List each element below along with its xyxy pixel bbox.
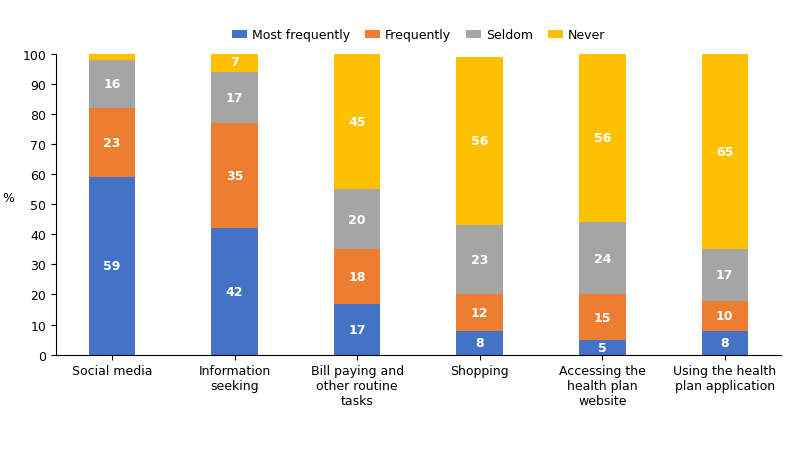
Bar — [457, 295, 503, 331]
Bar — [701, 301, 748, 331]
Text: 17: 17 — [716, 269, 733, 282]
Text: 8: 8 — [720, 336, 729, 349]
Legend: Most frequently, Frequently, Seldom, Never: Most frequently, Frequently, Seldom, Nev… — [232, 30, 605, 42]
Text: 23: 23 — [471, 254, 489, 267]
Bar — [88, 51, 135, 61]
Bar — [334, 190, 380, 250]
Bar — [457, 58, 503, 226]
Text: 17: 17 — [226, 91, 243, 105]
Text: 8: 8 — [475, 336, 484, 349]
Text: 59: 59 — [104, 260, 120, 273]
Text: 35: 35 — [226, 170, 243, 183]
Bar — [88, 109, 135, 178]
Bar — [701, 55, 748, 250]
Text: 45: 45 — [348, 116, 366, 129]
Bar — [334, 304, 380, 355]
Bar — [701, 331, 748, 355]
Bar — [211, 73, 258, 124]
Text: 15: 15 — [594, 311, 611, 324]
Bar — [211, 124, 258, 229]
Text: 65: 65 — [717, 146, 733, 159]
Text: 56: 56 — [594, 132, 611, 145]
Bar — [88, 178, 135, 355]
Text: 7: 7 — [230, 56, 239, 69]
Bar — [579, 340, 626, 355]
Bar — [701, 250, 748, 301]
Text: 23: 23 — [104, 136, 120, 150]
Text: 42: 42 — [226, 285, 243, 298]
Text: 16: 16 — [104, 78, 120, 91]
Bar — [334, 250, 380, 304]
Bar — [579, 223, 626, 295]
Bar — [334, 55, 380, 190]
Bar — [579, 55, 626, 223]
Text: 20: 20 — [348, 213, 366, 226]
Text: 56: 56 — [471, 135, 489, 148]
Text: 17: 17 — [348, 323, 366, 336]
Text: 5: 5 — [598, 341, 607, 354]
Bar — [211, 51, 258, 73]
Bar — [457, 331, 503, 355]
Bar — [88, 61, 135, 109]
Text: 12: 12 — [471, 306, 489, 319]
Text: 10: 10 — [716, 309, 733, 322]
Text: 24: 24 — [594, 253, 611, 265]
Bar — [211, 229, 258, 355]
Bar — [579, 295, 626, 340]
Bar — [457, 226, 503, 295]
Y-axis label: %: % — [2, 192, 14, 205]
Text: 18: 18 — [348, 270, 366, 283]
